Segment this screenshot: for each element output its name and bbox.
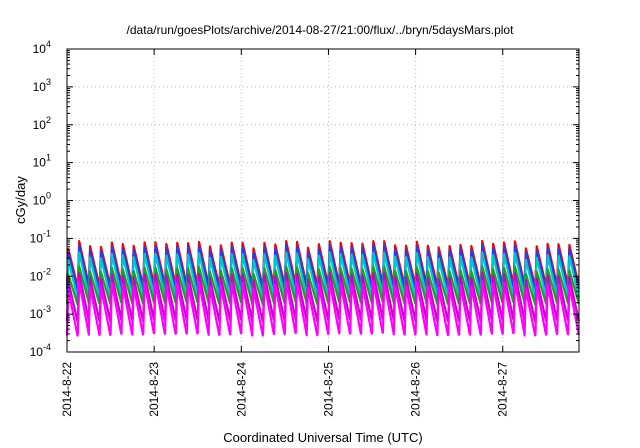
x-tick-label: 2014-8-24 [234,362,248,417]
axis-ticks [66,48,579,353]
y-tick-label: 100 [33,191,51,208]
y-tick-label: 102 [33,115,51,132]
y-tick-label: 10-2 [30,266,51,283]
chart-title: /data/run/goesPlots/archive/2014-08-27/2… [127,23,515,37]
x-tick-label: 2014-8-25 [321,362,335,417]
y-tick-label: 10-4 [30,342,51,359]
x-tick-label: 2014-8-27 [496,362,510,417]
y-axis-title: cGy/day [13,176,28,224]
y-tick-label: 104 [33,39,51,56]
series-line-6 [65,280,581,337]
x-tick-label: 2014-8-22 [60,362,74,417]
y-tick-label: 10-1 [30,228,51,245]
y-tick-label: 101 [33,153,51,170]
series-group [65,239,581,337]
x-tick-label: 2014-8-26 [409,362,423,417]
x-tick-label: 2014-8-23 [147,362,161,417]
y-tick-label: 10-3 [30,304,51,321]
y-tick-labels: 10-4 10-3 10-2 10-1 100 101 102 103 104 [30,39,51,359]
x-axis-title: Coordinated Universal Time (UTC) [223,430,422,445]
x-tick-labels: 2014-8-22 2014-8-23 2014-8-24 2014-8-25 2014… [60,362,510,417]
y-tick-label: 103 [33,77,51,94]
